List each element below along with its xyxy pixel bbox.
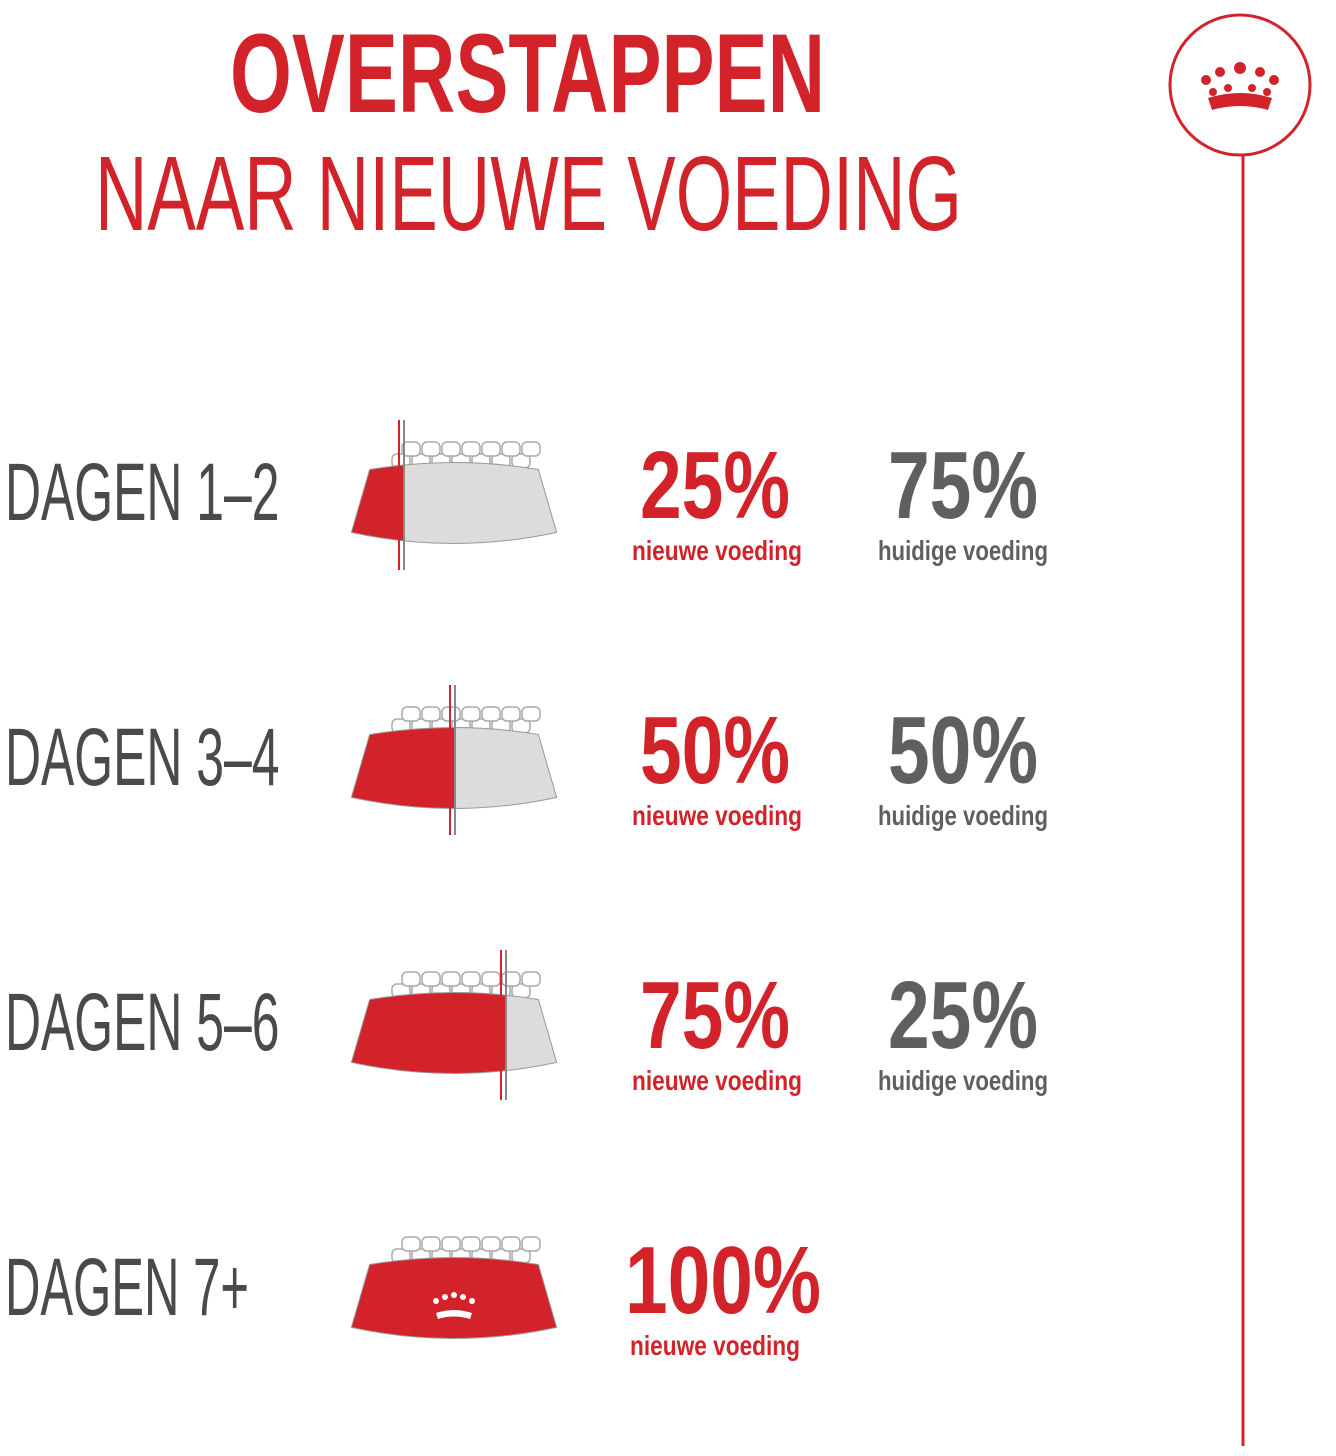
step-label: DAGEN 3–4 (5, 712, 280, 803)
step-label: DAGEN 5–6 (5, 977, 280, 1068)
bowl (350, 420, 558, 570)
current-caption: huidige voeding (878, 535, 1048, 566)
current-share (403, 463, 556, 543)
bowl-crown (433, 1292, 475, 1319)
new-caption: nieuwe voeding (632, 1065, 802, 1096)
new-percent: 100% (625, 1227, 821, 1334)
new-percent: 75% (640, 962, 790, 1069)
new-percent: 25% (640, 432, 790, 539)
current-share (454, 728, 556, 808)
title: OVERSTAPPEN (230, 11, 825, 136)
step-label: DAGEN 7+ (5, 1242, 249, 1333)
crown-logo (1201, 62, 1279, 110)
bowl (350, 950, 558, 1100)
current-percent: 75% (888, 432, 1038, 539)
new-percent: 50% (640, 697, 790, 804)
bowl (350, 1236, 558, 1339)
new-share (352, 993, 505, 1073)
current-caption: huidige voeding (878, 800, 1048, 831)
current-percent: 25% (888, 962, 1038, 1069)
bowl (350, 685, 558, 835)
subtitle: NAAR NIEUWE VOEDING (95, 135, 962, 253)
new-caption: nieuwe voeding (632, 800, 802, 831)
current-percent: 50% (888, 697, 1038, 804)
new-caption: nieuwe voeding (630, 1330, 800, 1361)
current-caption: huidige voeding (878, 1065, 1048, 1096)
step-label: DAGEN 1–2 (5, 447, 280, 538)
logo-circle (1168, 13, 1312, 157)
new-share (352, 728, 454, 808)
new-caption: nieuwe voeding (632, 535, 802, 566)
